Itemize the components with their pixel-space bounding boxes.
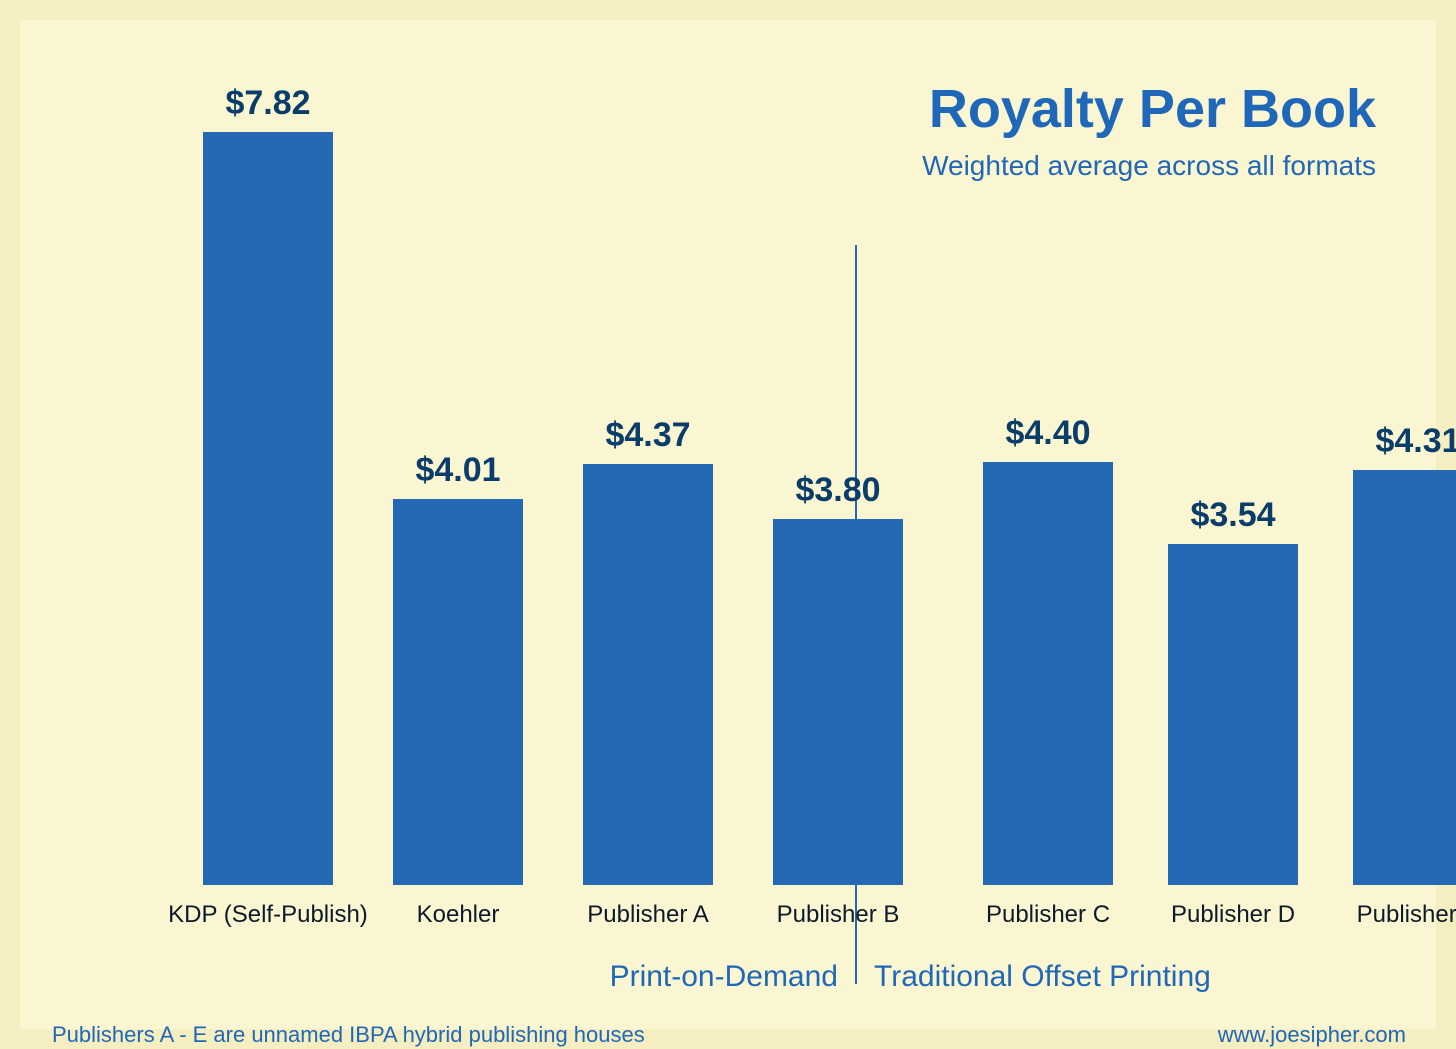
- bar: [773, 519, 903, 885]
- bar-value-label: $4.31: [1338, 422, 1456, 461]
- bar-value-label: $3.54: [1153, 496, 1313, 535]
- group-label-offset: Traditional Offset Printing: [874, 960, 1211, 994]
- group-label-pod: Print-on-Demand: [610, 960, 838, 994]
- bar-value-label: $7.82: [188, 84, 348, 123]
- bar-category-label: Publisher E: [1298, 901, 1456, 929]
- bar: [583, 464, 713, 885]
- bar: [1353, 470, 1456, 885]
- bar: [393, 499, 523, 885]
- chart-inner-panel: Royalty Per Book Weighted average across…: [20, 20, 1436, 1029]
- bar-value-label: $4.01: [378, 451, 538, 490]
- bar: [1168, 544, 1298, 885]
- bar: [983, 462, 1113, 886]
- bar-value-label: $3.80: [758, 471, 918, 510]
- bar-category-label: Publisher B: [718, 901, 958, 929]
- bar-value-label: $4.40: [968, 414, 1128, 453]
- bar-value-label: $4.37: [568, 416, 728, 455]
- group-divider-line: [855, 245, 857, 984]
- source-url: www.joesipher.com: [1218, 1022, 1406, 1048]
- chart-outer-frame: Royalty Per Book Weighted average across…: [0, 0, 1456, 1049]
- footnote-text: Publishers A - E are unnamed IBPA hybrid…: [52, 1022, 645, 1048]
- bar: [203, 132, 333, 885]
